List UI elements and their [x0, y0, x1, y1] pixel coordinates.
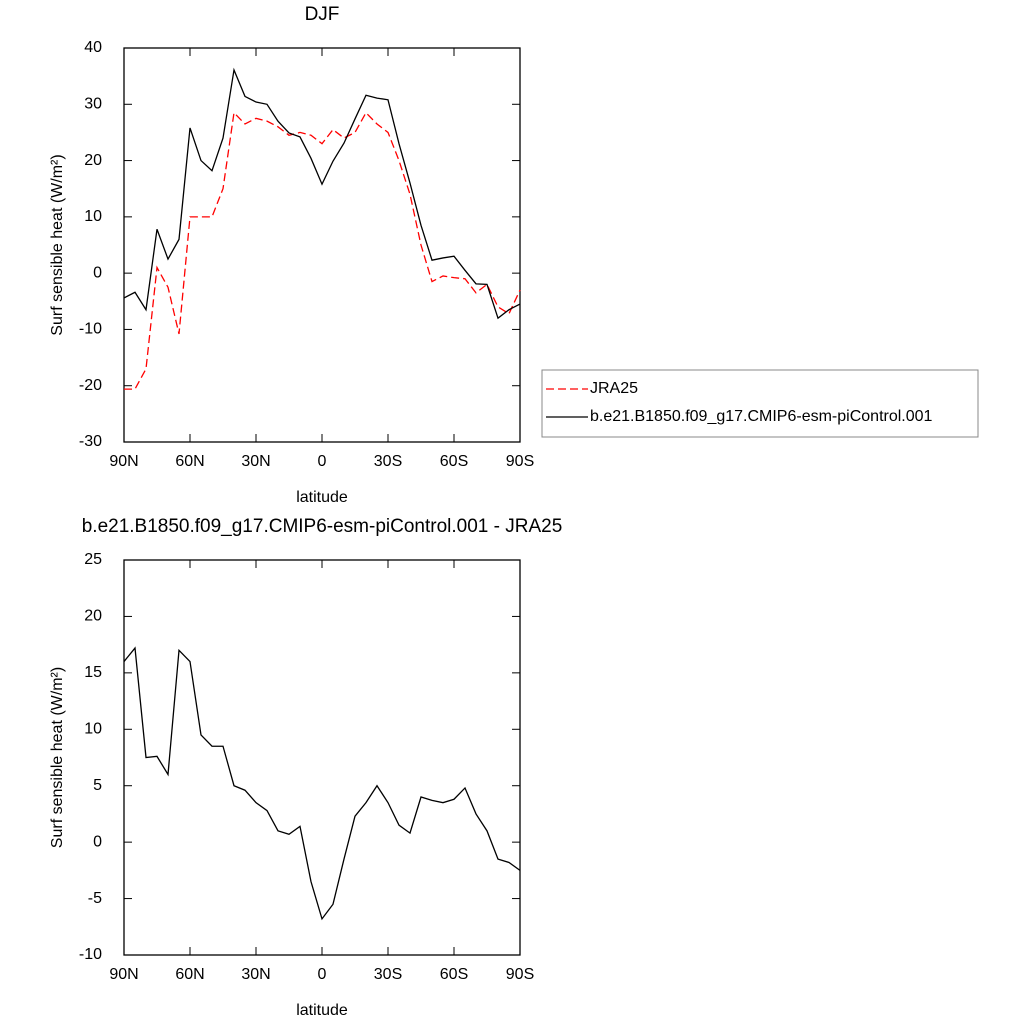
- chart-title: b.e21.B1850.f09_g17.CMIP6-esm-piControl.…: [82, 516, 563, 537]
- y-tick-label: 10: [84, 721, 102, 738]
- x-tick-label: 0: [318, 453, 327, 470]
- y-tick-label: -10: [79, 946, 102, 963]
- plot-frame: [123, 559, 521, 956]
- legend-label: b.e21.B1850.f09_g17.CMIP6-esm-piControl.…: [590, 408, 933, 425]
- data-line: [124, 111, 521, 390]
- y-tick-label: 0: [93, 833, 102, 850]
- y-tick-label: 20: [84, 608, 102, 625]
- y-tick-label: 10: [84, 208, 102, 225]
- x-tick-label: 30S: [374, 966, 402, 983]
- data-line: [123, 646, 521, 921]
- y-tick-label: 40: [84, 39, 102, 56]
- y-tick-label: 15: [84, 664, 102, 681]
- x-tick-label: 60N: [175, 453, 204, 470]
- y-tick-label: -30: [79, 433, 102, 450]
- legend-label: JRA25: [590, 380, 638, 397]
- y-tick-label: 25: [84, 551, 102, 568]
- x-axis-label: latitude: [296, 489, 348, 506]
- legend-box: [541, 369, 979, 438]
- x-tick-label: 0: [318, 966, 327, 983]
- x-tick-label: 60N: [175, 966, 204, 983]
- chart-title: DJF: [305, 4, 340, 25]
- y-tick-label: 0: [93, 264, 102, 281]
- plot-frame: [123, 47, 521, 443]
- y-tick-label: 20: [84, 152, 102, 169]
- x-tick-label: 30N: [241, 966, 270, 983]
- x-tick-label: 30N: [241, 453, 270, 470]
- x-axis-label: latitude: [296, 1002, 348, 1019]
- y-tick-label: 30: [84, 96, 102, 113]
- y-tick-label: 5: [93, 777, 102, 794]
- y-axis-label: Surf sensible heat (W/m²): [49, 154, 66, 335]
- x-tick-label: 90N: [109, 966, 138, 983]
- data-line: [123, 67, 521, 320]
- x-tick-label: 90S: [506, 453, 534, 470]
- x-tick-label: 90S: [506, 966, 534, 983]
- y-tick-label: -10: [79, 321, 102, 338]
- y-tick-label: -20: [79, 377, 102, 394]
- y-axis-label: Surf sensible heat (W/m²): [49, 667, 66, 848]
- x-tick-label: 60S: [440, 966, 468, 983]
- x-tick-label: 30S: [374, 453, 402, 470]
- y-tick-label: -5: [88, 890, 102, 907]
- x-tick-label: 90N: [109, 453, 138, 470]
- x-tick-label: 60S: [440, 453, 468, 470]
